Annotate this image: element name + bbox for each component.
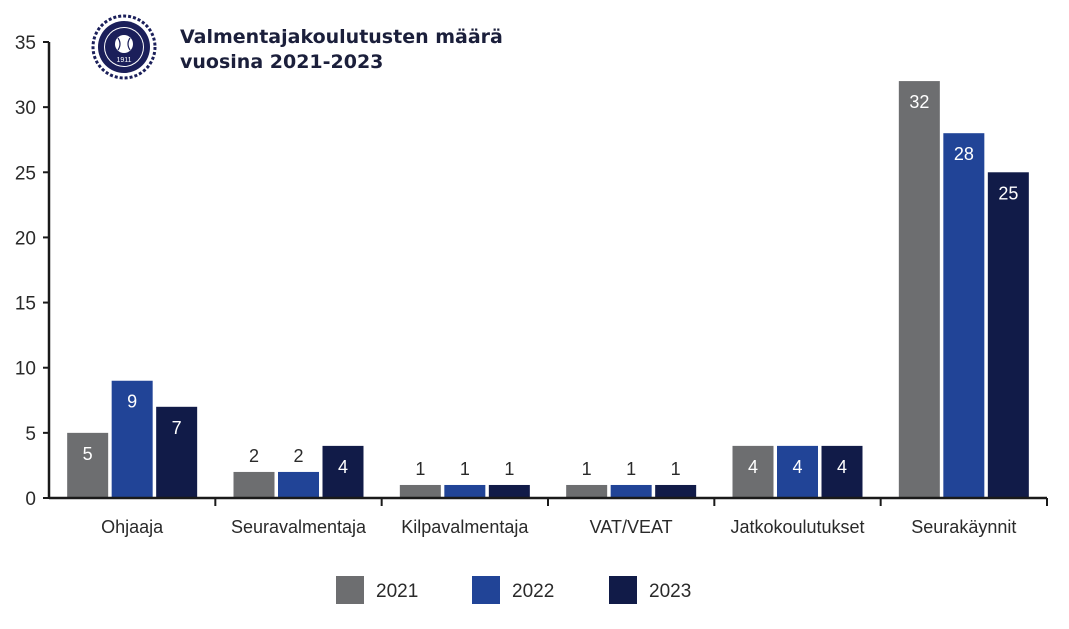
data-label: 1 — [460, 459, 470, 479]
bar — [444, 484, 486, 498]
legend-swatch — [472, 576, 500, 604]
bar — [610, 484, 652, 498]
bar — [821, 445, 863, 498]
data-label: 4 — [792, 457, 802, 477]
bar — [898, 81, 940, 498]
y-tick-label: 35 — [15, 33, 36, 54]
bar — [488, 484, 530, 498]
x-axis: Ohjaaja Seuravalmentaja Kilpavalmentaja VAT… — [49, 496, 1048, 537]
legend-swatch — [609, 576, 637, 604]
data-label: 1 — [626, 459, 636, 479]
data-label: 7 — [172, 418, 182, 438]
bar — [322, 445, 364, 498]
chart-title-line2: vuosina 2021-2023 — [180, 51, 383, 73]
x-tick-label: Seurakäynnit — [911, 517, 1016, 537]
bar — [278, 471, 319, 498]
legend: 2021 2022 2023 — [336, 576, 691, 604]
legend-label: 2021 — [376, 581, 418, 602]
bar — [987, 172, 1029, 499]
legend-swatch — [336, 576, 364, 604]
bar — [156, 406, 198, 498]
bar — [777, 445, 818, 498]
bar — [111, 380, 153, 498]
x-tick-label: Ohjaaja — [101, 517, 164, 537]
x-tick-label: Kilpavalmentaja — [401, 517, 529, 537]
y-tick-label: 10 — [15, 359, 36, 380]
data-label: 2 — [249, 446, 259, 466]
data-label: 32 — [909, 92, 929, 112]
x-tick-label: Seuravalmentaja — [231, 517, 367, 537]
data-label: 1 — [671, 459, 681, 479]
data-label: 4 — [748, 457, 758, 477]
y-tick-label: 15 — [15, 294, 36, 315]
x-tick-label: VAT/VEAT — [590, 517, 673, 537]
data-label: 4 — [338, 457, 348, 477]
y-tick-label: 5 — [25, 424, 36, 445]
data-label: 9 — [127, 392, 137, 412]
data-label: 1 — [415, 459, 425, 479]
bar — [67, 432, 109, 498]
data-label: 5 — [83, 444, 93, 464]
bar — [943, 133, 985, 498]
logo-year: 1911 — [116, 57, 131, 64]
club-logo: 1911 — [91, 14, 157, 80]
y-tick-label: 20 — [15, 228, 36, 249]
legend-label: 2022 — [512, 581, 554, 602]
y-tick-label: 30 — [15, 98, 36, 119]
data-label: 1 — [582, 459, 592, 479]
bar — [233, 471, 275, 498]
y-tick-label: 0 — [25, 489, 36, 510]
x-tick-label: Jatkokoulutukset — [730, 517, 864, 537]
legend-label: 2023 — [649, 581, 691, 602]
bars-group: 5 9 7 2 2 4 1 1 1 1 1 1 4 4 4 32 28 25 — [67, 81, 1029, 499]
bar — [655, 484, 697, 498]
data-label: 4 — [837, 457, 847, 477]
data-label: 25 — [998, 183, 1018, 203]
y-tick-label: 25 — [15, 163, 36, 184]
bar — [732, 445, 774, 498]
data-label: 2 — [293, 446, 303, 466]
y-axis: 0 5 10 15 20 25 30 35 — [15, 33, 51, 510]
data-label: 1 — [504, 459, 514, 479]
data-label: 28 — [954, 144, 974, 164]
bar — [399, 484, 441, 498]
bar — [566, 484, 608, 498]
chart-title-line1: Valmentajakoulutusten määrä — [180, 26, 503, 48]
